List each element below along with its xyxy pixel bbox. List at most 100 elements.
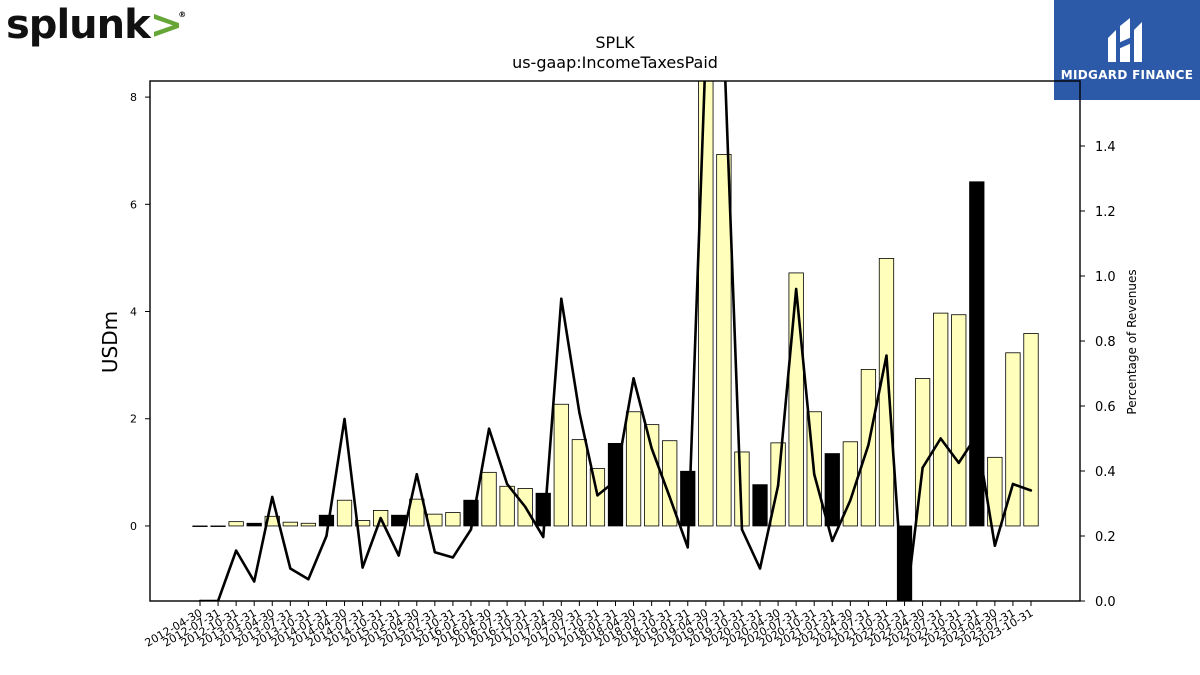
line-point-2020-10-31 (813, 473, 816, 476)
line-point-2017-10-31 (596, 494, 599, 497)
line-point-2023-01-31 (975, 434, 979, 437)
midgard-finance-badge: MIDGARD FINANCE (1054, 0, 1200, 100)
line-point-2013-04-30 (271, 495, 274, 499)
bar-2019-07-31 (716, 154, 732, 527)
line-point-2018-07-31 (650, 447, 653, 450)
bar-2015-07-31 (427, 513, 443, 527)
registered-mark: ® (178, 10, 186, 19)
y-tick-label: 6 (130, 198, 137, 211)
splunk-logo: splunk>® (6, 2, 189, 48)
line-point-2013-07-31 (289, 567, 292, 570)
line-point-2012-10-31 (234, 549, 238, 552)
bar-2017-07-31 (571, 439, 587, 527)
line-point-2022-07-31 (939, 437, 942, 440)
line-point-2015-01-31 (397, 554, 400, 557)
y-tick-label: 8 (130, 91, 137, 104)
line-point-2016-01-31 (469, 528, 473, 531)
y2-axis-label: Percentage of Revenues (1125, 269, 1139, 414)
bar-2017-04-30 (553, 403, 569, 527)
line-point-2014-10-31 (379, 516, 382, 520)
bar-2018-04-30 (625, 411, 642, 527)
bar-2014-07-31 (354, 520, 371, 527)
bar-2021-10-31 (878, 258, 895, 527)
line-point-2016-04-30 (487, 427, 491, 430)
bar-2023-07-31 (1005, 352, 1021, 527)
bar-2013-10-31 (300, 522, 317, 527)
y-tick-label: 0 (130, 520, 137, 533)
line-point-2016-07-31 (505, 482, 509, 486)
bar-2020-07-31 (788, 272, 804, 527)
x-axis: 2012-04-302012-07-312012-10-312013-01-31… (143, 601, 1036, 650)
plot-frame (149, 80, 1081, 602)
bar-2014-04-30 (336, 499, 353, 527)
y2-tick-label: 1.0 (1095, 270, 1116, 285)
bar-2013-01-31 (246, 522, 262, 527)
line-point-2019-10-31 (740, 528, 744, 531)
line-point-2014-07-31 (361, 566, 364, 569)
chart-subtitle: us-gaap:IncomeTaxesPaid (512, 53, 718, 72)
bar-2022-10-31 (951, 314, 967, 527)
midgard-logo-icon (1108, 18, 1142, 62)
y-tick-label: 2 (130, 413, 137, 426)
bar-2015-10-31 (445, 512, 461, 527)
y2-tick-label: 0.4 (1095, 465, 1116, 480)
line-point-2023-04-30 (993, 544, 997, 547)
y-axis-label: USDm (98, 311, 122, 373)
line-point-2013-10-31 (307, 578, 310, 581)
bar-2018-07-31 (644, 424, 660, 527)
line-point-2020-01-31 (758, 567, 762, 570)
bar-2023-01-31 (969, 181, 985, 527)
bar-2021-01-31 (824, 453, 840, 527)
bar-2020-01-31 (752, 484, 768, 527)
chevron-right-icon: > (149, 2, 184, 48)
bar-2015-01-31 (391, 514, 407, 527)
line-point-2021-01-31 (831, 539, 834, 543)
bar-2022-07-31 (933, 312, 949, 527)
bar-2023-10-31 (1023, 333, 1039, 527)
bar-2016-04-30 (481, 471, 497, 527)
y-axis-right: 0.0 0.2 0.4 0.6 0.8 1.0 1.2 1.4 (1080, 140, 1116, 610)
line-point-2022-10-31 (957, 461, 960, 465)
line-point-2022-04-30 (921, 466, 924, 469)
bar-2012-10-31 (228, 521, 244, 527)
line-point-2023-10-31 (1029, 489, 1033, 492)
line-point-2018-01-31 (614, 479, 617, 482)
bar-2012-07-31 (210, 525, 226, 527)
line-point-2019-01-31 (686, 546, 689, 549)
bar-2014-01-31 (318, 514, 335, 527)
line-point-2018-04-30 (632, 377, 635, 380)
line-point-2019-07-31 (723, 41, 725, 43)
y2-tick-label: 0.8 (1095, 335, 1116, 350)
plot-area (192, 41, 1039, 601)
line-point-2015-10-31 (451, 556, 455, 559)
line-point-2013-01-31 (252, 580, 256, 583)
bar-2023-04-30 (987, 456, 1003, 527)
line-point-2015-04-30 (415, 473, 418, 476)
line-point-2015-07-31 (433, 551, 437, 554)
bar-2021-04-30 (842, 441, 858, 527)
y2-tick-label: 1.2 (1095, 205, 1116, 220)
line-point-2021-07-31 (867, 443, 870, 447)
line-point-2021-04-30 (849, 499, 852, 502)
line-point-2017-01-31 (542, 535, 545, 539)
y-axis-left: 0 2 4 6 8 (130, 91, 150, 533)
line-point-2017-04-30 (560, 297, 563, 300)
y2-tick-label: 0.2 (1095, 530, 1116, 545)
bar-2015-04-30 (409, 498, 425, 527)
bar-2013-07-31 (282, 521, 298, 527)
bar-2019-04-30 (698, 81, 714, 527)
y2-tick-label: 0.0 (1095, 595, 1116, 610)
line-point-2023-07-31 (1011, 482, 1015, 486)
line-point-2018-10-31 (668, 495, 671, 499)
chart-title: SPLK (595, 33, 635, 52)
bar-2012-04-30 (192, 525, 208, 527)
y-tick-label: 4 (130, 306, 137, 319)
line-point-2014-01-31 (325, 534, 328, 538)
line-point-2014-04-30 (343, 417, 346, 421)
line-point-2017-07-31 (578, 411, 581, 414)
line-point-2021-10-31 (885, 354, 888, 357)
y2-tick-label: 0.6 (1095, 400, 1116, 415)
line-point-2020-04-30 (776, 484, 780, 487)
line-point-2020-07-31 (794, 287, 798, 291)
